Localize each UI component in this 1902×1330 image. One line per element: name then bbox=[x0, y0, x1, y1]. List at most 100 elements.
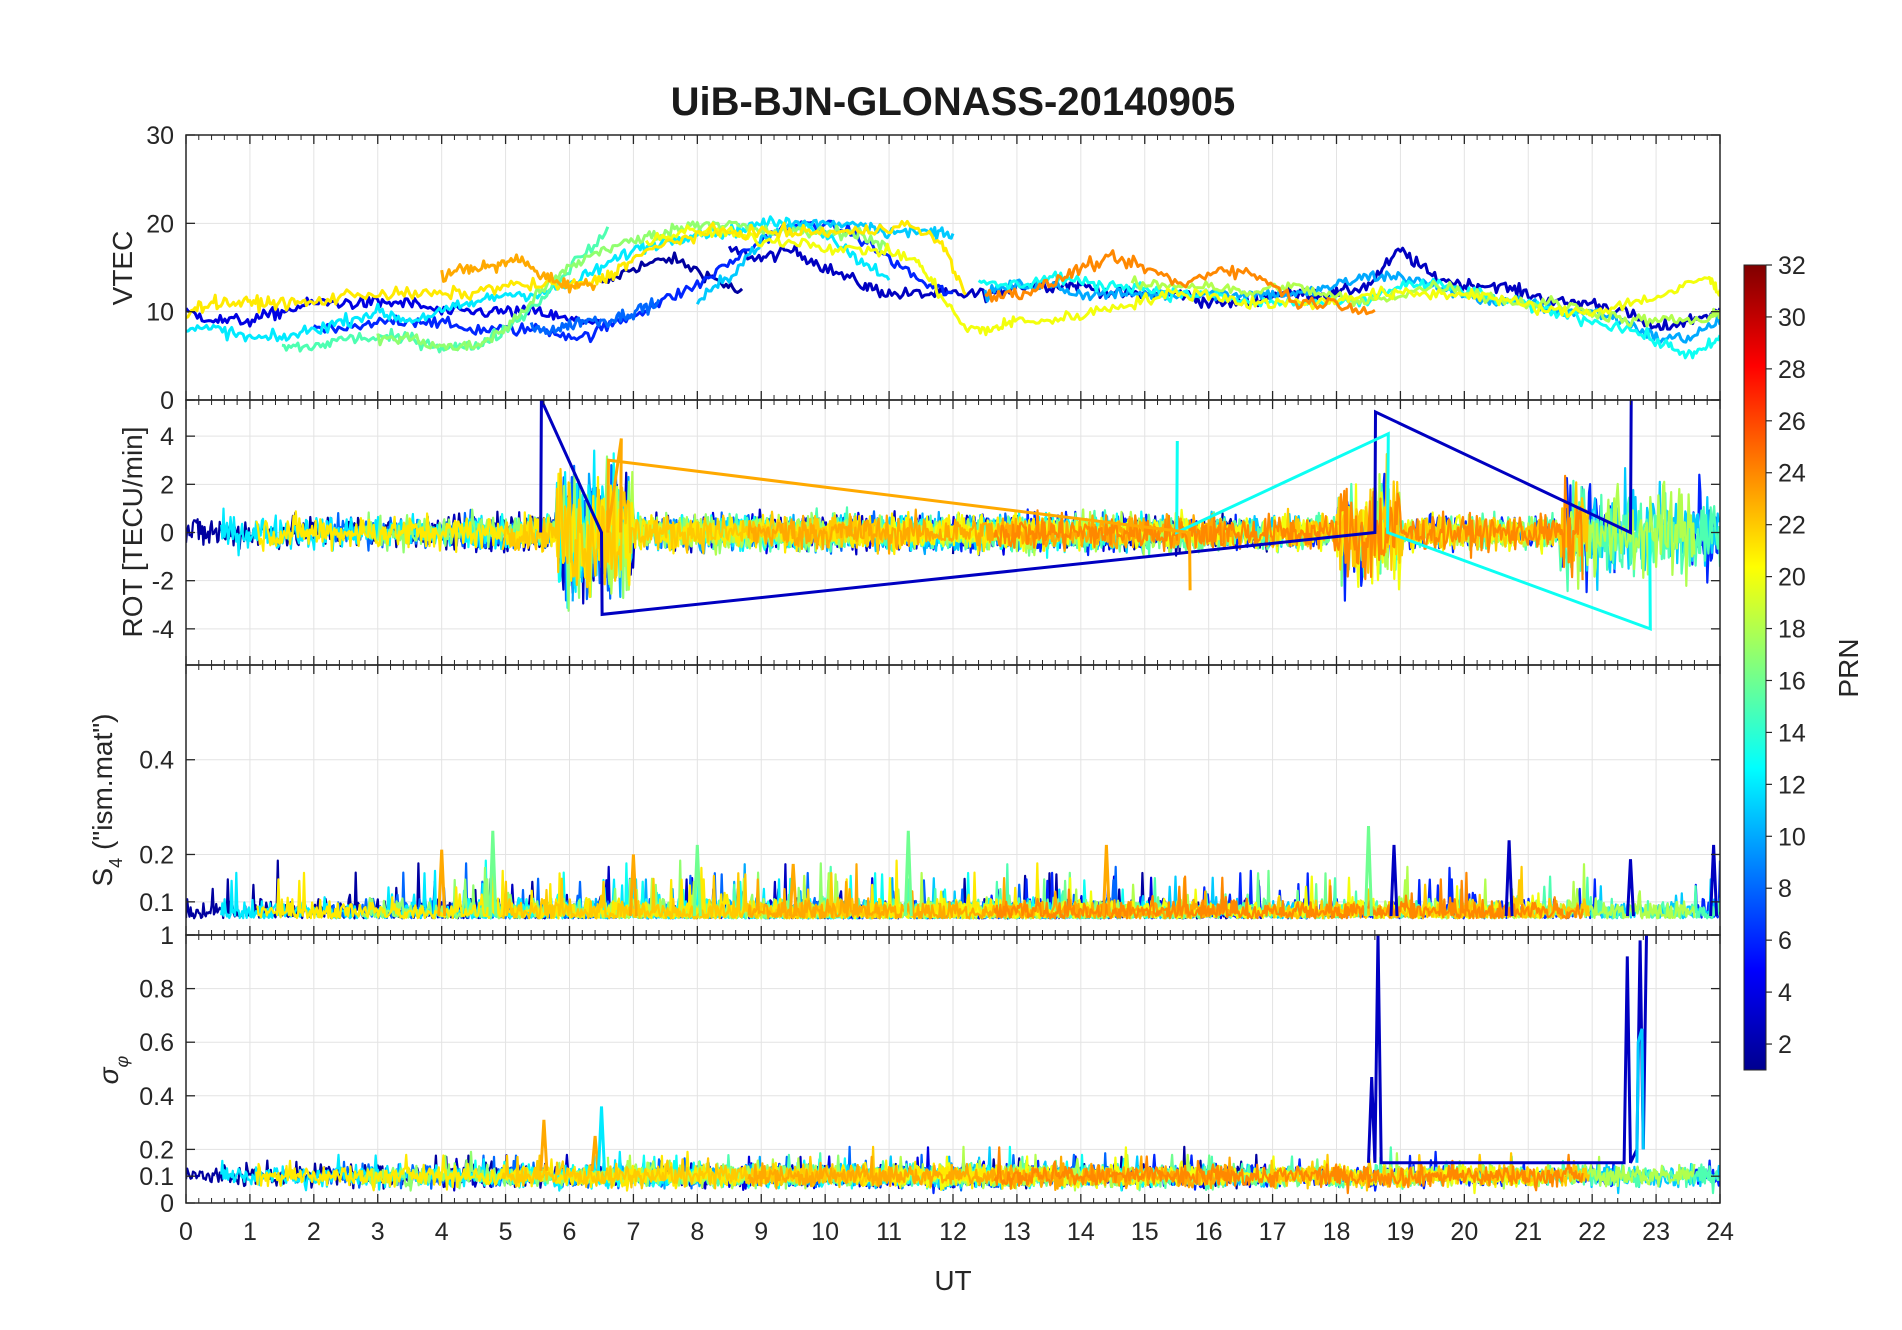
y-tick-label: 0.2 bbox=[139, 841, 174, 869]
y-tick-label: 2 bbox=[160, 471, 174, 499]
sigma-ylabel: σφ bbox=[93, 1055, 132, 1084]
x-tick-label: 8 bbox=[690, 1218, 704, 1246]
x-tick-label: 15 bbox=[1131, 1218, 1159, 1246]
vtec-series-prn-12 bbox=[186, 215, 891, 343]
colorbar-tick-label: 24 bbox=[1778, 460, 1806, 488]
s4-ylabel-rest: ("ism.mat") bbox=[87, 713, 118, 857]
s4-peak-prn-3 bbox=[1504, 840, 1514, 917]
rot-ylabel: ROT [TECU/min] bbox=[117, 426, 148, 637]
colorbar-tick-label: 26 bbox=[1778, 408, 1806, 436]
colorbar-tick-label: 14 bbox=[1778, 719, 1806, 747]
noise-trace-prn-23 bbox=[747, 863, 1236, 920]
vtec-series-prn-17 bbox=[376, 220, 891, 352]
y-tick-label: 0.4 bbox=[139, 1083, 174, 1111]
y-tick-label: 0 bbox=[160, 520, 174, 548]
y-tick-label: 4 bbox=[160, 423, 174, 451]
s4-peak-prn-16 bbox=[903, 830, 913, 917]
y-tick-label: 0 bbox=[160, 387, 174, 415]
sigma-peak-prn-23 bbox=[539, 1119, 549, 1171]
x-tick-label: 23 bbox=[1642, 1218, 1670, 1246]
x-tick-label: 3 bbox=[371, 1218, 385, 1246]
noise-trace-prn-22 bbox=[1268, 865, 1591, 920]
s4-peak-prn-23 bbox=[437, 849, 447, 917]
sigma-peak-prn-12 bbox=[597, 1106, 606, 1171]
colorbar-tick-label: 30 bbox=[1778, 304, 1806, 332]
x-tick-label: 17 bbox=[1259, 1218, 1287, 1246]
colorbar-tick-label: 2 bbox=[1778, 1031, 1792, 1059]
x-tick-label: 2 bbox=[307, 1218, 321, 1246]
noise-trace-prn-24 bbox=[993, 474, 1584, 581]
y-tick-label: 1 bbox=[160, 922, 174, 950]
x-tick-label: 5 bbox=[499, 1218, 513, 1246]
vtec-series-prn-11 bbox=[695, 218, 955, 305]
colorbar-tick-label: 4 bbox=[1778, 979, 1792, 1007]
colorbar-tick-label: 16 bbox=[1778, 667, 1806, 695]
y-tick-label: 0.1 bbox=[139, 1163, 174, 1191]
x-tick-label: 24 bbox=[1706, 1218, 1734, 1246]
s4-peak-prn-3 bbox=[1389, 844, 1399, 917]
sigma-spike-prn-11 bbox=[1635, 1028, 1645, 1163]
s4-peak-prn-23 bbox=[1101, 844, 1111, 917]
s4-panel: 0.1 0.2 0.4 S4 ("ism.mat") bbox=[87, 664, 1721, 936]
x-tick-label: 0 bbox=[179, 1218, 193, 1246]
x-tick-label: 18 bbox=[1323, 1218, 1351, 1246]
y-tick-label: 0.2 bbox=[139, 1136, 174, 1164]
vtec-series-prn-4 bbox=[186, 294, 603, 328]
vtec-series-prn-18 bbox=[1130, 275, 1720, 328]
x-tick-label: 13 bbox=[1003, 1218, 1031, 1246]
s4-peak-prn-16 bbox=[1364, 826, 1373, 917]
vtec-series-prn-20 bbox=[644, 224, 1720, 337]
colorbar-tick-label: 32 bbox=[1778, 252, 1806, 280]
vtec-series-prn-21 bbox=[186, 219, 967, 320]
y-tick-label: 0 bbox=[160, 1190, 174, 1218]
x-tick-label: 1 bbox=[243, 1218, 257, 1246]
x-tick-label: 21 bbox=[1514, 1218, 1542, 1246]
y-tick-label: 30 bbox=[146, 122, 174, 150]
y-tick-label: 0.4 bbox=[139, 747, 174, 775]
noise-trace-prn-24 bbox=[993, 1146, 1584, 1195]
colorbar-tick-label: 18 bbox=[1778, 616, 1806, 644]
sigma-peak-prn-23 bbox=[590, 1135, 600, 1171]
x-tick-label: 19 bbox=[1387, 1218, 1415, 1246]
vtec-ylabel: VTEC bbox=[107, 231, 138, 306]
colorbar-gradient bbox=[1743, 264, 1767, 1071]
s4-peak-prn-16 bbox=[692, 844, 702, 917]
sigma-ylabel-sigma: σ bbox=[93, 1066, 124, 1084]
x-tick-label: 14 bbox=[1067, 1218, 1095, 1246]
y-tick-label: 0.8 bbox=[139, 976, 174, 1004]
s4-peak-prn-16 bbox=[488, 830, 498, 917]
colorbar-tick-label: 12 bbox=[1778, 771, 1806, 799]
rot-spike-prn-13 bbox=[1175, 431, 1652, 632]
vtec-series-prn-23 bbox=[440, 253, 597, 294]
noise-trace-prn-24 bbox=[993, 871, 1584, 920]
y-tick-label: 10 bbox=[146, 299, 174, 327]
rot-panel: -4 -2 0 2 4 ROT [TECU/min] bbox=[117, 399, 1721, 666]
s4-ylabel: S4 ("ism.mat") bbox=[87, 713, 126, 886]
s4-peak-prn-3 bbox=[1709, 844, 1719, 917]
s4-peak-prn-23 bbox=[788, 863, 798, 917]
colorbar-tick-label: 8 bbox=[1778, 875, 1792, 903]
x-tick-label: 4 bbox=[435, 1218, 449, 1246]
sigma-spike-prn-3 bbox=[1367, 935, 1648, 1165]
vtec-series-prn-2 bbox=[601, 251, 744, 294]
colorbar-tick-label: 20 bbox=[1778, 564, 1806, 592]
vtec-series-prn-13 bbox=[977, 270, 1720, 360]
colorbar-tick-label: 22 bbox=[1778, 512, 1806, 540]
sigma-ylabel-sub: φ bbox=[112, 1055, 132, 1067]
chart-title: UiB-BJN-GLONASS-20140905 bbox=[671, 80, 1236, 124]
sigma-panel: 00.10.2 0.4 0.6 0.8 1 σφ bbox=[93, 922, 1721, 1218]
s4-peak-prn-3 bbox=[1626, 859, 1635, 917]
x-tick-label: 20 bbox=[1450, 1218, 1478, 1246]
x-tick-labels: 0 1 2 3 4 5 6 7 8 9 10 11 12 13 14 15 16 17 18 19 20 21 22 23 24 bbox=[179, 1218, 1734, 1246]
s4-ylabel-sub: 4 bbox=[106, 858, 126, 868]
y-tick-label: 20 bbox=[146, 210, 174, 238]
rot-spike-prn-23 bbox=[606, 438, 1192, 591]
x-axis-label: UT bbox=[934, 1265, 971, 1296]
x-tick-label: 22 bbox=[1578, 1218, 1606, 1246]
vtec-panel: 0 10 20 30 VTEC bbox=[107, 122, 1721, 415]
rot-spike-prn-3 bbox=[539, 400, 1633, 617]
s4-ylabel-s: S bbox=[87, 868, 118, 887]
vtec-series-prn-24 bbox=[984, 249, 1376, 316]
